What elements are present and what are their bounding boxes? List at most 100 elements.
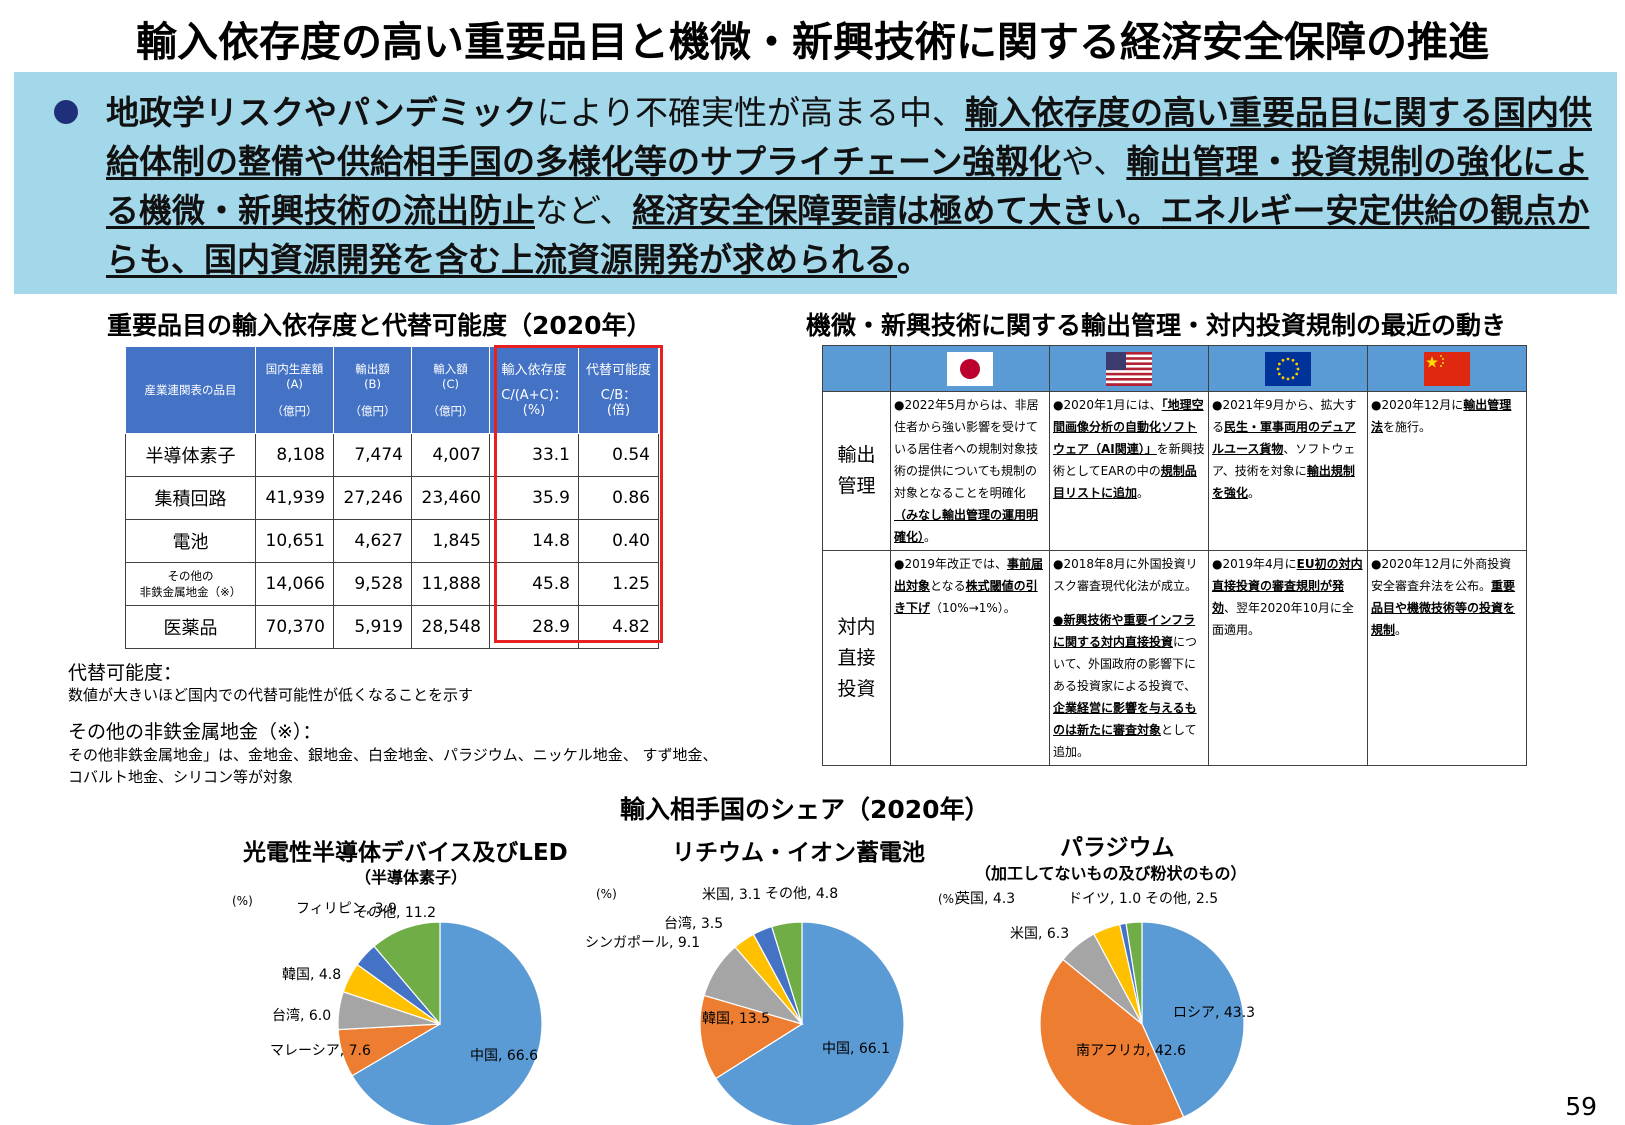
cell-domestic: 8,108	[255, 433, 334, 477]
dependency-header-row: 産業連関表の品目 国内生産額 (A) （億円） 輸出額 (B) （億円） 輸入額…	[125, 346, 659, 434]
eu-export-3: 、ソフトウェア、技術を対象に	[1212, 442, 1356, 478]
row-item-line1: その他の	[167, 569, 214, 583]
cell-substitute: 1.25	[578, 562, 659, 606]
pie-slice	[351, 921, 543, 1125]
header-substitute-unit: (倍)	[606, 402, 631, 418]
pie-slice	[1141, 921, 1245, 1118]
pie-slice-label: 台湾, 3.5	[664, 915, 723, 932]
chart2-title: リチウム・イオン蓄電池	[672, 840, 925, 866]
header-export: 輸出額 (B) （億円）	[333, 346, 412, 434]
eu-export-2: 民生・軍事両用のデュアルユース貨物	[1212, 420, 1356, 456]
jp-invest-2: 事前届出対象	[894, 557, 1044, 593]
invest-label-2: 直接	[837, 646, 876, 669]
cell-domestic: 14,066	[255, 562, 334, 606]
cell-substitute: 0.40	[578, 519, 659, 563]
summary-part-4: や、	[1061, 142, 1127, 181]
cell-import: 1,845	[411, 519, 490, 563]
table-row: 集積回路 41,939 27,246 23,460 35.9 0.86	[125, 476, 659, 520]
cell-export: 9,528	[333, 562, 412, 606]
header-domestic: 国内生産額 (A) （億円）	[255, 346, 334, 434]
header-china	[1367, 345, 1527, 392]
pie-slice-label: 韓国, 13.5	[702, 1011, 770, 1027]
header-usa	[1049, 345, 1209, 392]
header-eu	[1208, 345, 1368, 392]
summary-part-1: 地政学リスクやパンデミック	[106, 93, 537, 132]
header-domestic-label: 国内生産額	[265, 361, 324, 376]
eu-invest-4: 翌年2020年10月に全面適用。	[1212, 601, 1354, 637]
eu-export-cell: ●2021年9月から、拡大する民生・軍事両用のデュアルユース貨物、ソフトウェア、…	[1208, 391, 1368, 551]
china-export-cell: ●2020年12月に輸出管理法を施行。	[1367, 391, 1527, 551]
eu-invest-1: ●2019年4月に	[1212, 557, 1297, 571]
pie-slice-label: 米国, 3.1	[702, 887, 761, 903]
pie-slice	[373, 921, 441, 1026]
charts-section-title: 輸入相手国のシェア（2020年）	[620, 795, 990, 824]
header-import-sym: (C)	[441, 376, 459, 391]
eu-export-1: ●2021年9月から、拡大する	[1212, 398, 1357, 434]
jp-invest-4: 株式閾値の引き下げ	[894, 579, 1038, 615]
chart1-subtitle: （半導体素子）	[355, 868, 468, 887]
pie-slice-label: ドイツ, 1.0	[1068, 891, 1141, 907]
cell-export: 5,919	[333, 605, 412, 649]
pie-slice-label: 米国, 6.3	[1010, 926, 1069, 942]
header-substitute-label: 代替可能度	[585, 362, 651, 378]
header-import: 輸入額 (C) （億円）	[411, 346, 490, 434]
header-import-label: 輸入額	[433, 361, 468, 376]
invest-label-3: 投資	[837, 677, 876, 700]
header-substitute: 代替可能度 C/B： (倍)	[578, 346, 659, 434]
pie-slice-label: ロシア, 43.3	[1173, 1005, 1255, 1021]
pie-slice-label: 英国, 4.3	[956, 890, 1015, 907]
chart-unit-label: (%)	[232, 894, 253, 908]
bullet-icon	[54, 100, 78, 124]
cn-invest-3: 。	[1395, 623, 1408, 637]
summary-part-8: エネルギー安定供給の観点からも、国内資源開発を含む上流資源開発が求められる	[106, 191, 1590, 279]
us-invest-2: ●新興技術や重要インフラに関する対内直接投資	[1053, 613, 1196, 649]
note-metal-body-2: コバルト地金、シリコン等が対象	[68, 768, 294, 786]
cn-invest-1: ●2020年12月に外商投資安全審査弁法を公布。	[1371, 557, 1512, 593]
row-item: 集積回路	[125, 476, 256, 520]
china-invest-cell: ●2020年12月に外商投資安全審査弁法を公布。重要品目や機微技術等の投資を規制…	[1367, 550, 1527, 766]
pie-slice-label: マレーシア, 7.6	[270, 1043, 371, 1059]
eu-invest-3: 、	[1224, 601, 1237, 615]
summary-part-2: により不確実性が高まる中、	[536, 93, 965, 132]
cell-export: 27,246	[333, 476, 412, 520]
cell-import: 28,548	[411, 605, 490, 649]
japan-flag-icon	[947, 351, 993, 386]
dependency-table: 産業連関表の品目 国内生産額 (A) （億円） 輸出額 (B) （億円） 輸入額…	[125, 346, 659, 649]
pie-slice-label: 中国, 66.6	[470, 1048, 538, 1064]
jp-export-2: （みなし輸出管理の運用明確化）	[894, 508, 1039, 544]
header-domestic-sym: (A)	[286, 376, 303, 391]
pie-slice-label: 台湾, 6.0	[272, 1007, 331, 1024]
cell-dependency: 35.9	[489, 476, 579, 520]
chart1-title: 光電性半導体デバイス及びLED	[243, 840, 568, 866]
header-import-unit: （億円）	[427, 403, 474, 418]
chart-unit-label: (%)	[596, 887, 617, 901]
summary-part-3: 輸入依存度の高い重要品目に関する国内供給体制の整備や供給相手国の多様化等のサプラ…	[106, 93, 1592, 181]
us-invest-1: ●2018年8月に外国投資リスク審査現代化法が成立。	[1053, 557, 1198, 593]
header-substitute-formula: C/B：	[600, 387, 637, 403]
pie-slice-label: フィリピン, 3.9	[296, 901, 397, 917]
cell-domestic: 70,370	[255, 605, 334, 649]
summary-part-6: など、	[535, 191, 633, 230]
chart3-subtitle: （加工してないもの及び粉状のもの）	[975, 864, 1247, 883]
jp-invest-3: となる	[930, 579, 966, 593]
header-empty	[822, 345, 891, 392]
cn-export-1: ●2020年12月に	[1371, 398, 1464, 412]
export-control-row: 輸出 管理 ●2022年5月からは、非居住者から強い影響を受けている居住者への規…	[822, 391, 1527, 551]
jp-export-3: 。	[924, 530, 937, 544]
us-invest-block: ●新興技術や重要インフラに関する対内直接投資について、外国政府の影響下にある投資…	[1053, 609, 1205, 763]
row-item: その他の 非鉄金属地金（※）	[125, 562, 256, 606]
header-japan	[890, 345, 1050, 392]
note-metal-body-1: その他非鉄金属地金」は、金地金、銀地金、白金地金、パラジウム、ニッケル地金、 す…	[68, 746, 718, 764]
us-export-2: 「地理空間画像分析の自動化ソフトウェア（AI関連）」	[1053, 398, 1204, 456]
table-row: 医薬品 70,370 5,919 28,548 28.9 4.82	[125, 605, 659, 649]
header-export-unit: （億円）	[349, 403, 396, 418]
cell-import: 4,007	[411, 433, 490, 477]
export-label-2: 管理	[837, 475, 876, 497]
eu-flag-icon	[1265, 351, 1311, 386]
summary-box: 地政学リスクやパンデミックにより不確実性が高まる中、輸入依存度の高い重要品目に関…	[14, 72, 1617, 294]
note-substitute-title: 代替可能度：	[68, 662, 183, 684]
cn-invest-2: 重要品目や機微技術等の投資を規制	[1371, 579, 1516, 637]
regulation-section-title: 機微・新興技術に関する輸出管理・対内投資規制の最近の動き	[806, 311, 1507, 340]
header-dependency-formula: C/(A+C)：	[501, 387, 567, 403]
regulation-header-row	[822, 345, 1527, 392]
